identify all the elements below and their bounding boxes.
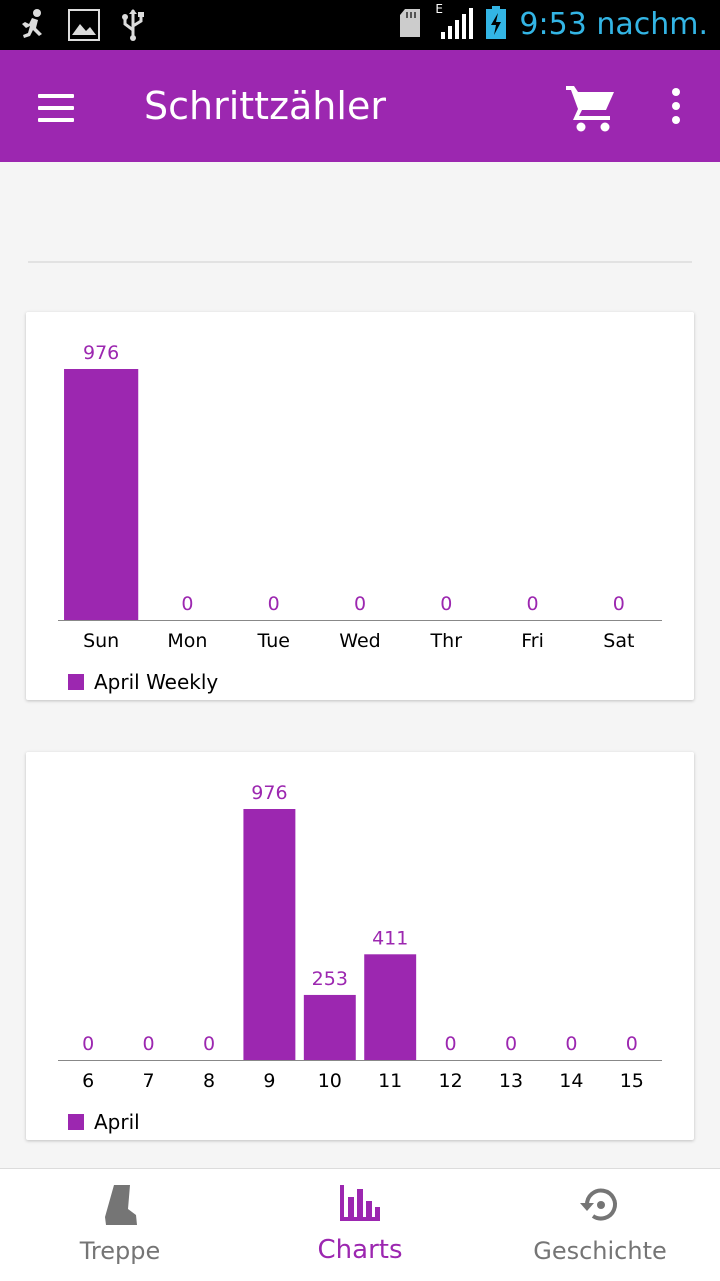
bar-value-label: 411	[372, 927, 408, 949]
status-bar: E 9:53 nachm.	[0, 0, 720, 50]
x-tick-label: Thr	[430, 630, 463, 652]
hamburger-menu-icon[interactable]	[38, 94, 74, 122]
bar-9	[243, 809, 296, 1060]
x-tick-label: 7	[143, 1070, 155, 1092]
nav-item-geschichte[interactable]: Geschichte	[480, 1169, 720, 1281]
x-tick-label: 6	[82, 1070, 94, 1092]
legend-label: April Weekly	[94, 670, 219, 694]
bar-value-label: 0	[268, 593, 280, 615]
nav-item-charts[interactable]: Charts	[240, 1169, 480, 1281]
bar-value-label: 0	[613, 593, 625, 615]
x-tick-label: 14	[559, 1070, 583, 1092]
daily-bar-chart: 0 6 0 7 0 8 976 9 253 10 411 11 0 12 0 13 0 14 0 15	[58, 782, 662, 1092]
bar-value-label: 0	[143, 1033, 155, 1055]
x-tick-label: 8	[203, 1070, 215, 1092]
x-tick-label: 9	[263, 1070, 275, 1092]
weekly-chart-legend: April Weekly	[68, 670, 218, 694]
legend-label: April	[94, 1110, 140, 1134]
weekly-chart-card: 976 Sun 0 Mon 0 Tue 0 Wed 0 Thr 0 Fri 0 Sat April Wee…	[26, 312, 694, 700]
bar-Sun	[64, 369, 139, 620]
x-tick-label: Fri	[521, 630, 544, 652]
bar-value-label: 0	[626, 1033, 638, 1055]
image-icon	[68, 9, 100, 45]
status-time: 9:53 nachm.	[519, 7, 708, 42]
x-tick-label: Sun	[83, 630, 119, 652]
x-tick-label: 13	[499, 1070, 523, 1092]
bar-value-label: 0	[565, 1033, 577, 1055]
signal-icon: E	[433, 2, 474, 44]
network-type-label: E	[435, 2, 444, 16]
daily-chart-card: 0 6 0 7 0 8 976 9 253 10 411 11 0 12 0 13 0 14 0 15 April	[26, 752, 694, 1140]
bar-value-label: 0	[527, 593, 539, 615]
x-tick-label: 10	[318, 1070, 342, 1092]
bottom-navigation: Treppe Charts Geschichte	[0, 1168, 720, 1281]
x-tick-label: 12	[439, 1070, 463, 1092]
bar-chart-icon	[338, 1183, 382, 1227]
battery-charging-icon	[485, 6, 507, 44]
bar-value-label: 0	[440, 593, 452, 615]
x-tick-label: 11	[378, 1070, 402, 1092]
app-title: Schrittzähler	[144, 84, 386, 128]
weekly-bar-chart: 976 Sun 0 Mon 0 Tue 0 Wed 0 Thr 0 Fri 0 Sat	[58, 342, 662, 652]
daily-chart-legend: April	[68, 1110, 140, 1134]
x-tick-label: Mon	[167, 630, 207, 652]
legend-swatch	[68, 1114, 84, 1130]
x-tick-label: Wed	[339, 630, 380, 652]
bar-value-label: 0	[505, 1033, 517, 1055]
bar-10	[303, 994, 356, 1060]
bar-value-label: 976	[251, 782, 287, 804]
bar-value-label: 0	[354, 593, 366, 615]
x-tick-label: Tue	[256, 630, 289, 652]
sd-card-icon	[399, 8, 421, 42]
content-divider	[28, 261, 692, 263]
bar-value-label: 0	[445, 1033, 457, 1055]
shopping-cart-icon[interactable]	[564, 82, 618, 132]
history-icon	[577, 1183, 623, 1231]
app-bar: Schrittzähler	[0, 50, 720, 162]
bar-value-label: 0	[82, 1033, 94, 1055]
bar-value-label: 976	[83, 342, 119, 364]
nav-label: Charts	[317, 1235, 403, 1265]
boot-icon	[100, 1183, 140, 1233]
x-tick-label: 15	[620, 1070, 644, 1092]
bar-value-label: 0	[203, 1033, 215, 1055]
x-tick-label: Sat	[603, 630, 634, 652]
bar-value-label: 0	[181, 593, 193, 615]
usb-icon	[120, 8, 146, 46]
runner-icon	[18, 8, 48, 46]
more-vert-icon[interactable]	[664, 88, 688, 128]
bar-11	[364, 954, 417, 1060]
bar-value-label: 253	[312, 968, 348, 990]
nav-label: Geschichte	[533, 1237, 667, 1265]
legend-swatch	[68, 674, 84, 690]
nav-label: Treppe	[79, 1237, 161, 1265]
nav-item-treppe[interactable]: Treppe	[0, 1169, 240, 1281]
